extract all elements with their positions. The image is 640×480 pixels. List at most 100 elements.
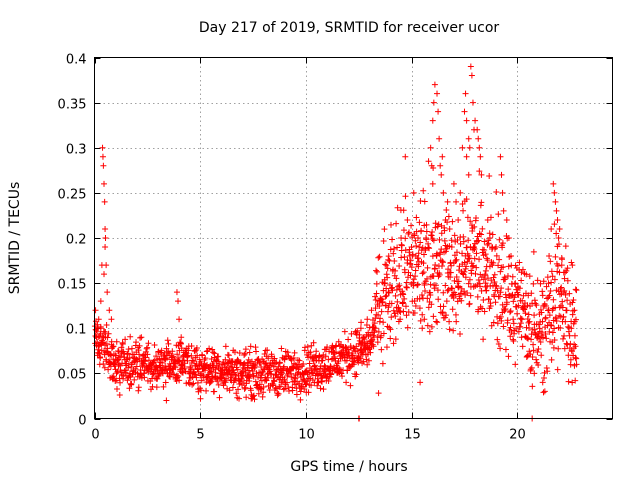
data-point — [393, 286, 400, 293]
data-point — [573, 287, 580, 294]
data-point — [564, 277, 571, 284]
data-point — [372, 297, 379, 304]
data-point — [383, 262, 390, 269]
data-point — [397, 316, 404, 323]
data-point — [551, 189, 558, 196]
data-point — [422, 288, 429, 295]
data-point — [472, 117, 479, 124]
data-point — [515, 291, 522, 298]
data-point — [289, 387, 296, 394]
data-point — [457, 189, 464, 196]
data-point — [551, 221, 558, 228]
data-point — [374, 333, 381, 340]
data-point — [283, 379, 290, 386]
data-point — [210, 349, 217, 356]
data-point — [365, 357, 372, 364]
data-point — [176, 316, 183, 323]
data-point — [259, 393, 266, 400]
data-point — [553, 207, 560, 214]
data-point — [542, 330, 549, 337]
data-point — [276, 359, 283, 366]
data-point — [354, 347, 361, 354]
data-point — [253, 348, 260, 355]
data-point — [418, 291, 425, 298]
data-point — [138, 371, 145, 378]
data-point — [99, 153, 106, 160]
data-point — [546, 312, 553, 319]
data-point — [542, 315, 549, 322]
data-point — [562, 243, 569, 250]
data-point — [379, 360, 386, 367]
data-point — [478, 231, 485, 238]
data-point — [528, 364, 535, 371]
data-point — [551, 337, 558, 344]
data-point — [450, 180, 457, 187]
data-point — [509, 273, 516, 280]
data-point — [135, 387, 142, 394]
data-point — [572, 377, 579, 384]
data-point — [190, 358, 197, 365]
data-point — [113, 338, 120, 345]
data-point — [415, 263, 422, 270]
data-point — [379, 298, 386, 305]
data-point — [122, 369, 129, 376]
data-point — [110, 343, 117, 350]
data-point — [416, 295, 423, 302]
data-point — [452, 311, 459, 318]
data-point — [172, 364, 179, 371]
data-point — [372, 293, 379, 300]
data-point — [343, 379, 350, 386]
data-point — [391, 310, 398, 317]
data-point — [565, 378, 572, 385]
data-point — [297, 396, 304, 403]
data-point — [452, 291, 459, 298]
data-point — [466, 255, 473, 262]
data-point — [117, 379, 124, 386]
data-point — [116, 392, 123, 399]
data-point — [403, 312, 410, 319]
data-point — [548, 322, 555, 329]
data-point — [537, 280, 544, 287]
data-point — [485, 296, 492, 303]
data-point — [243, 394, 250, 401]
data-point — [101, 180, 108, 187]
data-point — [470, 262, 477, 269]
data-point — [543, 302, 550, 309]
data-point — [208, 378, 215, 385]
data-point — [222, 356, 229, 363]
data-point — [512, 280, 519, 287]
data-point — [367, 349, 374, 356]
data-point — [380, 237, 387, 244]
data-point — [448, 262, 455, 269]
data-point — [487, 302, 494, 309]
data-point — [257, 385, 264, 392]
data-point — [412, 303, 419, 310]
data-point — [484, 241, 491, 248]
data-point — [400, 291, 407, 298]
data-point — [236, 350, 243, 357]
data-point — [103, 340, 110, 347]
data-point — [371, 327, 378, 334]
data-point — [252, 344, 259, 351]
data-point — [561, 332, 568, 339]
data-point — [142, 354, 149, 361]
data-point — [368, 307, 375, 314]
data-point — [241, 385, 248, 392]
data-point — [455, 283, 462, 290]
data-point — [179, 369, 186, 376]
y-axis-label: SRMTID / TECUs — [7, 182, 23, 295]
data-point — [138, 375, 145, 382]
data-point — [127, 381, 134, 388]
data-point — [534, 349, 541, 356]
data-point — [465, 171, 472, 178]
data-point — [202, 355, 209, 362]
data-point — [497, 153, 504, 160]
data-point — [400, 207, 407, 214]
data-point — [445, 213, 452, 220]
data-point — [531, 326, 538, 333]
data-point — [419, 325, 426, 332]
data-point — [384, 308, 391, 315]
data-point — [516, 285, 523, 292]
data-point — [526, 318, 533, 325]
data-point — [443, 312, 450, 319]
